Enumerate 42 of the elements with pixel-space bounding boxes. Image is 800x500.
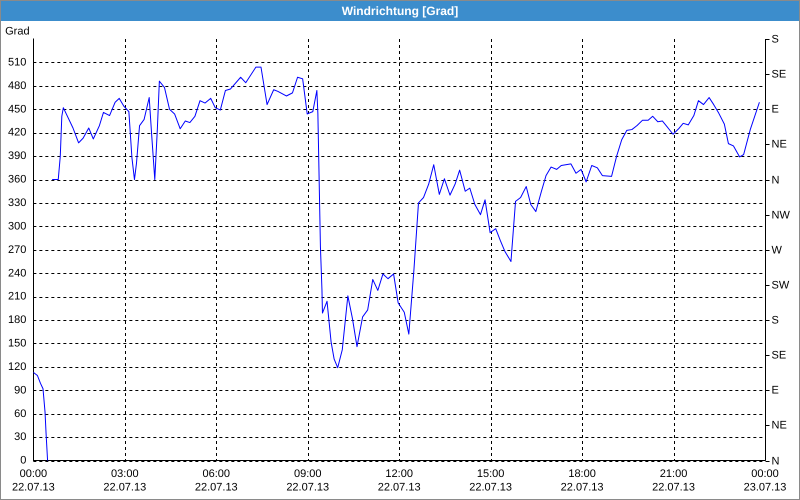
y-tick-label: 30 bbox=[14, 431, 26, 444]
y-tick-label: 240 bbox=[8, 267, 26, 280]
y-tick-label: 510 bbox=[8, 56, 26, 68]
text: SW bbox=[772, 280, 790, 292]
y-tick-label: 270 bbox=[8, 244, 26, 256]
text: SE bbox=[772, 68, 786, 81]
text: W bbox=[772, 244, 782, 257]
y-tick-label: 300 bbox=[8, 220, 26, 232]
text: S bbox=[772, 34, 779, 46]
y-tick-label: 480 bbox=[8, 80, 26, 92]
y-tick-label: 0 bbox=[20, 454, 26, 467]
text: NE bbox=[772, 138, 787, 151]
text: NE bbox=[772, 420, 787, 432]
x-tick-label: 00:00 23.07.13 bbox=[744, 468, 786, 494]
y-tick-label: 360 bbox=[8, 174, 26, 186]
text: S bbox=[772, 314, 779, 327]
text: SE bbox=[772, 350, 786, 362]
text: N bbox=[772, 456, 780, 468]
x-tick-label: 03:00 22.07.13 bbox=[103, 468, 146, 494]
y-tick-label: 420 bbox=[8, 126, 26, 139]
y-tick-label: 60 bbox=[14, 408, 26, 420]
x-tick-label: 15:00 22.07.13 bbox=[469, 468, 512, 494]
y-tick-label: 180 bbox=[8, 314, 26, 326]
x-tick-label: 00:00 22.07.13 bbox=[12, 468, 55, 494]
text: E bbox=[772, 104, 779, 116]
x-tick-label: 12:00 22.07.13 bbox=[378, 468, 421, 494]
x-tick-label: 18:00 22.07.13 bbox=[560, 468, 604, 494]
text: E bbox=[772, 384, 779, 397]
y-tick-label: 330 bbox=[8, 196, 26, 209]
y-tick-label: 150 bbox=[8, 338, 26, 350]
text: N bbox=[772, 174, 780, 187]
x-tick-label: 06:00 22.07.13 bbox=[194, 468, 238, 494]
y-tick-label: 90 bbox=[14, 384, 26, 396]
y-tick-label: 210 bbox=[8, 290, 26, 303]
y-tick-label: 120 bbox=[8, 360, 26, 373]
y-tick-label: 450 bbox=[8, 103, 26, 116]
y-tick-label: 390 bbox=[8, 150, 26, 162]
x-tick-label: 21:00 22.07.13 bbox=[652, 468, 695, 494]
text: NW bbox=[772, 210, 790, 222]
chart-title: Windrichtung [Grad] bbox=[1, 1, 799, 21]
y-axis-title: Grad bbox=[5, 26, 30, 38]
x-tick-label: 09:00 22.07.13 bbox=[286, 468, 330, 494]
